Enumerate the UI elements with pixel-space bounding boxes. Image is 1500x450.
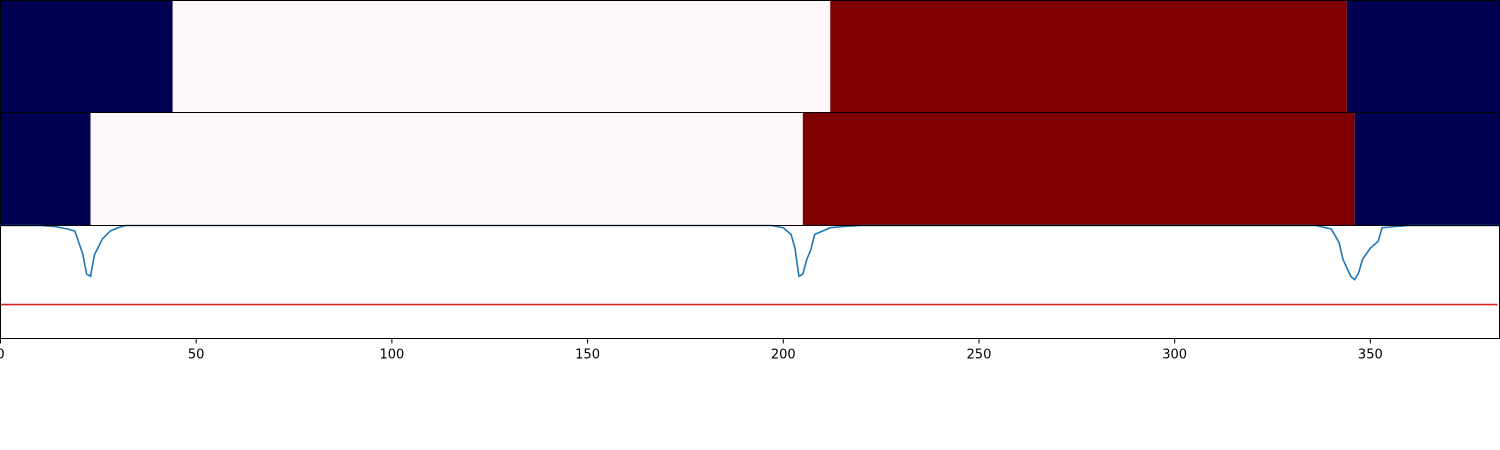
x-tick-label-200: 200 bbox=[771, 348, 796, 363]
x-tick-label-0: 0 bbox=[0, 348, 5, 363]
strip-1-segment-1 bbox=[90, 112, 803, 226]
strip-0-segment-0 bbox=[0, 0, 173, 113]
x-axis: 0 50 100 150 200 250 300 350 bbox=[0, 338, 1383, 363]
x-tick-label-300: 300 bbox=[1162, 348, 1187, 363]
signal-line-panel bbox=[0, 224, 1500, 339]
strip-0-segment-1 bbox=[172, 0, 831, 113]
signal-line bbox=[0, 224, 1500, 281]
middle-segment-strip bbox=[0, 112, 1500, 226]
strip-1-segment-2 bbox=[802, 112, 1355, 226]
strip-1-segment-0 bbox=[0, 112, 91, 226]
x-tick-label-100: 100 bbox=[379, 348, 404, 363]
strip-0-segment-2 bbox=[830, 0, 1347, 113]
x-tick-label-150: 150 bbox=[575, 348, 600, 363]
strip-1-segment-3 bbox=[1354, 112, 1500, 226]
x-tick-label-50: 50 bbox=[188, 348, 205, 363]
x-tick-label-250: 250 bbox=[967, 348, 992, 363]
line-panel-background bbox=[0, 225, 1500, 339]
top-segment-strip bbox=[0, 0, 1500, 113]
strip-0-segment-3 bbox=[1346, 0, 1500, 113]
x-tick-label-350: 350 bbox=[1358, 348, 1383, 363]
